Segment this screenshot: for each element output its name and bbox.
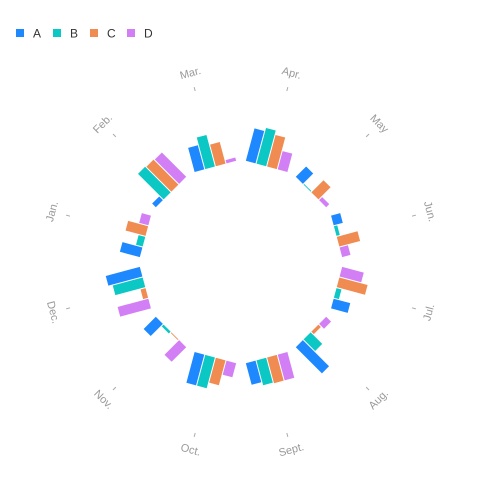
bar-b-5[interactable] — [333, 225, 340, 236]
legend-swatch — [53, 29, 61, 37]
bar-a-2[interactable] — [188, 145, 205, 172]
bar-b-11[interactable] — [112, 277, 146, 296]
bar-d-10[interactable] — [164, 340, 187, 362]
bar-b-0[interactable] — [136, 235, 146, 247]
bar-group-11 — [105, 266, 151, 317]
bar-group-7 — [295, 316, 332, 374]
bar-c-2[interactable] — [210, 142, 226, 167]
legend-swatch — [127, 29, 135, 37]
tick-mark-10 — [112, 386, 117, 391]
bar-group-9 — [186, 352, 237, 389]
tick-label-6: Jul. — [421, 303, 437, 323]
bar-a-11[interactable] — [105, 266, 143, 286]
legend-label: D — [144, 27, 153, 41]
bar-b-6[interactable] — [333, 288, 342, 300]
bar-group-6 — [331, 266, 368, 313]
bar-c-9[interactable] — [209, 357, 226, 386]
bar-a-10[interactable] — [143, 316, 163, 337]
tick-mark-5 — [411, 214, 416, 217]
bar-a-5[interactable] — [331, 213, 343, 226]
bar-group-5 — [331, 213, 361, 258]
bar-b-10[interactable] — [161, 324, 171, 334]
legend-label: B — [70, 27, 78, 41]
bar-d-9[interactable] — [222, 360, 237, 378]
tick-mark-2 — [193, 87, 196, 92]
bar-d-4[interactable] — [319, 197, 330, 208]
tick-label-7: Aug. — [367, 388, 391, 412]
bar-group-3 — [245, 127, 293, 172]
bar-c-0[interactable] — [125, 220, 149, 236]
bar-a-0[interactable] — [119, 242, 143, 258]
legend-item-a[interactable]: A — [16, 27, 41, 41]
bar-b-2[interactable] — [196, 134, 215, 170]
legend-item-d[interactable]: D — [127, 27, 153, 41]
tick-mark-8 — [286, 432, 289, 437]
tick-mark-4 — [365, 133, 370, 138]
legend-swatch — [90, 29, 98, 37]
bar-c-11[interactable] — [140, 288, 149, 300]
bar-b-8[interactable] — [256, 357, 273, 386]
tick-label-3: Apr. — [280, 65, 302, 82]
tick-label-4: May — [367, 112, 391, 136]
bar-d-0[interactable] — [139, 213, 151, 226]
bar-b-4[interactable] — [303, 183, 312, 192]
tick-mark-7 — [365, 386, 370, 391]
bar-a-1[interactable] — [152, 196, 163, 208]
bar-c-10[interactable] — [170, 332, 179, 341]
tick-label-0: Jan. — [44, 200, 61, 223]
tick-mark-3 — [286, 87, 289, 92]
bar-b-7[interactable] — [303, 332, 323, 351]
bar-a-8[interactable] — [245, 360, 262, 385]
bar-d-3[interactable] — [277, 151, 293, 172]
bar-c-8[interactable] — [267, 354, 284, 384]
bar-group-0 — [119, 213, 151, 258]
bar-group-4 — [295, 166, 331, 208]
tick-label-8: Sept. — [277, 441, 305, 459]
tick-label-11: Dec. — [44, 300, 61, 325]
tick-mark-11 — [66, 307, 71, 310]
bar-c-6[interactable] — [336, 277, 368, 295]
bar-d-6[interactable] — [339, 266, 364, 283]
tick-label-9: Oct. — [179, 442, 202, 459]
bar-a-6[interactable] — [331, 298, 351, 313]
tick-label-10: Nov. — [91, 388, 115, 412]
tick-mark-0 — [66, 214, 71, 217]
legend-label: A — [33, 27, 41, 41]
bar-b-9[interactable] — [197, 354, 215, 389]
bar-d-1[interactable] — [154, 152, 187, 184]
bar-b-1[interactable] — [138, 166, 171, 200]
bar-c-5[interactable] — [336, 231, 361, 247]
legend-item-b[interactable]: B — [53, 27, 78, 41]
bar-d-8[interactable] — [277, 352, 295, 381]
bar-c-7[interactable] — [311, 324, 321, 335]
bar-c-3[interactable] — [267, 134, 286, 170]
bar-d-11[interactable] — [117, 298, 151, 317]
bar-a-9[interactable] — [186, 352, 205, 386]
bar-group-2 — [188, 134, 237, 172]
legend-label: C — [107, 27, 116, 41]
bar-d-2[interactable] — [225, 157, 237, 164]
bar-c-4[interactable] — [311, 180, 331, 200]
tick-label-2: Mar. — [179, 65, 203, 82]
plot-area: Jan. Feb. Mar. Apr. May Jun. Jul. Aug. Sept. Oct.… — [44, 65, 438, 459]
legend-swatch — [16, 29, 24, 37]
legend: A B C D — [16, 27, 153, 41]
bar-group-8 — [245, 352, 295, 386]
bar-c-1[interactable] — [146, 159, 179, 192]
bar-b-3[interactable] — [256, 127, 276, 167]
bar-a-4[interactable] — [295, 166, 314, 184]
bar-group-10 — [143, 316, 187, 362]
legend-item-c[interactable]: C — [90, 27, 116, 41]
tick-label-1: Feb. — [91, 112, 115, 136]
bar-d-7[interactable] — [319, 316, 332, 329]
tick-mark-9 — [193, 432, 196, 437]
tick-mark-6 — [411, 307, 416, 310]
tick-mark-1 — [112, 133, 117, 138]
tick-label-5: Jun. — [421, 200, 438, 223]
bar-a-3[interactable] — [245, 128, 265, 164]
bar-group-1 — [138, 152, 187, 208]
bar-a-7[interactable] — [295, 340, 330, 374]
bar-d-5[interactable] — [339, 245, 351, 258]
